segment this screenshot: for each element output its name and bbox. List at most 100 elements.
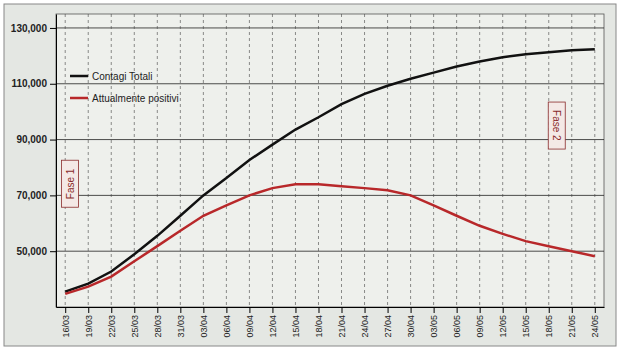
grid-line-vertical	[88, 14, 89, 307]
grid-line	[56, 195, 604, 196]
x-tick-label: 28/03	[153, 315, 163, 338]
grid-line	[56, 139, 604, 140]
grid-line-vertical	[433, 14, 434, 307]
grid	[56, 14, 604, 307]
grid-line-vertical	[203, 14, 204, 307]
x-tick: 19/03	[84, 307, 94, 338]
grid-line-vertical	[364, 14, 365, 307]
x-tick-mark	[480, 307, 481, 313]
y-tick-mark	[50, 140, 56, 141]
y-axis: 50,00070,00090,000110,000130,000	[11, 15, 57, 308]
y-axis-line	[56, 15, 57, 308]
legend-item: Contagi Totali	[70, 71, 152, 82]
plot-frame	[56, 14, 604, 307]
x-tick: 31/03	[176, 307, 186, 338]
grid-line	[56, 83, 604, 84]
x-tick-label: 18/05	[544, 315, 554, 338]
chart-background	[4, 4, 616, 346]
x-tick: 30/04	[406, 307, 416, 338]
x-tick: 09/05	[475, 307, 485, 338]
x-tick: 15/05	[521, 307, 531, 338]
grid-line-vertical	[226, 14, 227, 307]
annotation-box	[548, 102, 565, 149]
x-tick-label: 22/03	[107, 315, 117, 338]
annotation: Fase 2	[548, 102, 565, 149]
x-tick-mark	[295, 307, 296, 313]
legend-label: Contagi Totali	[92, 71, 152, 82]
y-tick-label: 50,000	[16, 246, 47, 257]
x-tick: 22/03	[107, 307, 117, 338]
y-tick-label: 130,000	[11, 23, 48, 34]
x-axis: 16/03 19/03 22/03 25/03 28/03 31/03 03/04 06/04…	[57, 307, 605, 338]
x-tick-label: 24/04	[360, 315, 370, 338]
x-tick-label: 06/05	[452, 315, 462, 338]
annotation-label: Fase 2	[551, 110, 562, 141]
legend: Contagi TotaliAttualmente positivi	[70, 71, 179, 104]
x-tick-label: 16/03	[61, 315, 71, 338]
x-tick: 18/04	[314, 307, 324, 338]
x-tick: 06/04	[222, 307, 232, 338]
x-tick-mark	[457, 307, 458, 313]
page-background	[0, 0, 620, 350]
x-tick-label: 24/05	[590, 315, 600, 338]
x-tick-mark	[365, 307, 366, 313]
x-tick-label: 21/04	[337, 315, 347, 338]
x-tick: 25/03	[130, 307, 140, 338]
grid-line-vertical	[594, 14, 595, 307]
y-tick-mark	[50, 251, 56, 252]
x-tick-label: 15/05	[521, 315, 531, 338]
x-tick-mark	[549, 307, 550, 313]
grid-line-vertical	[157, 14, 158, 307]
x-tick-label: 06/04	[222, 315, 232, 338]
x-tick-label: 19/03	[84, 315, 94, 338]
x-tick-label: 15/04	[291, 315, 301, 338]
x-tick: 28/03	[153, 307, 163, 338]
x-tick-mark	[65, 307, 66, 313]
y-tick: 50,000	[16, 246, 56, 257]
x-tick-mark	[249, 307, 250, 313]
x-tick-label: 31/03	[176, 315, 186, 338]
grid-line-vertical	[548, 14, 549, 307]
x-tick-label: 03/04	[199, 315, 209, 338]
x-tick-mark	[342, 307, 343, 313]
grid-line-vertical	[571, 14, 572, 307]
legend-swatch	[70, 75, 88, 78]
x-tick-mark	[180, 307, 181, 313]
x-tick-mark	[411, 307, 412, 313]
y-tick: 90,000	[16, 134, 56, 145]
x-tick: 27/04	[383, 307, 393, 338]
x-tick-mark	[318, 307, 319, 313]
lines	[65, 49, 595, 294]
grid-line-vertical	[456, 14, 457, 307]
x-tick-mark	[595, 307, 596, 313]
y-tick-mark	[50, 84, 56, 85]
annotation: Fase 1	[62, 160, 79, 207]
chart: 50,00070,00090,000110,000130,00016/0319/…	[0, 0, 620, 350]
x-tick-label: 12/04	[268, 315, 278, 338]
x-tick-mark	[88, 307, 89, 313]
legend-swatch	[70, 97, 88, 100]
x-tick-mark	[526, 307, 527, 313]
grid-line	[56, 27, 604, 28]
x-tick: 03/05	[429, 307, 439, 338]
x-tick-mark	[434, 307, 435, 313]
grid-line-vertical	[525, 14, 526, 307]
grid-line-vertical	[387, 14, 388, 307]
x-tick: 24/04	[360, 307, 370, 338]
x-tick: 18/05	[544, 307, 554, 338]
x-axis-line	[57, 307, 605, 308]
x-tick-label: 21/05	[567, 315, 577, 338]
x-tick-label: 18/04	[314, 315, 324, 338]
x-tick-label: 25/03	[130, 315, 140, 338]
y-tick-label: 70,000	[16, 190, 47, 201]
x-tick: 15/04	[291, 307, 301, 338]
x-tick-mark	[157, 307, 158, 313]
x-tick: 24/05	[590, 307, 600, 338]
x-tick-label: 03/05	[429, 315, 439, 338]
x-tick: 03/04	[199, 307, 209, 338]
y-tick-label: 90,000	[16, 134, 47, 145]
x-tick-mark	[572, 307, 573, 313]
x-tick: 12/04	[268, 307, 278, 338]
series-line	[65, 184, 595, 294]
x-tick-mark	[272, 307, 273, 313]
